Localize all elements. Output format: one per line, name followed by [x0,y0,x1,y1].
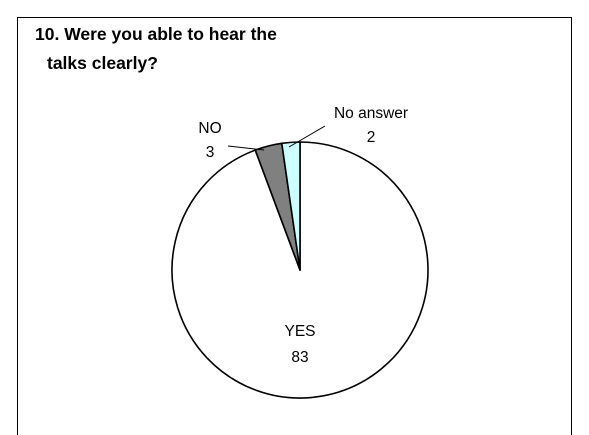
slice-label-yes: YES [284,323,315,340]
leader-line-no [227,145,265,151]
slice-value-no-answer: 2 [367,129,376,146]
pie-slices [171,141,429,399]
slice-label-no-answer: No answer [334,105,408,122]
slice-labels: YES 83 NO 3 No answer 2 [198,105,408,366]
chart-title-line-1: 10. Were you able to hear the [35,24,277,44]
slice-value-no: 3 [206,144,215,161]
leader-line-no-answer [288,125,326,148]
chart-title-line-2: talks clearly? [47,53,158,73]
pie-slice-no-answer [280,141,301,271]
slice-label-no: NO [198,120,221,137]
leader-lines [227,125,326,151]
slice-value-yes: 83 [291,349,308,366]
